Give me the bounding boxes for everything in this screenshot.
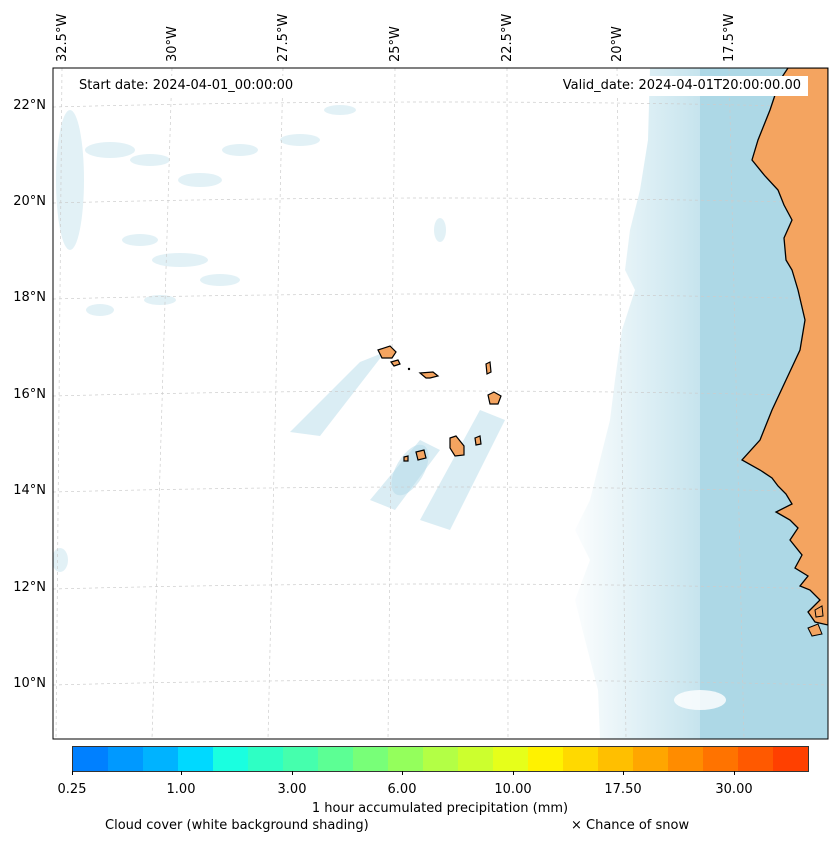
cloud-cover-note: Cloud cover (white background shading) [105, 818, 369, 833]
lon-label-32-5w: 32.5°W [55, 13, 70, 62]
colorbar-swatch-7 [318, 747, 353, 771]
colorbar-swatch-20 [773, 747, 808, 771]
colorbar-swatch-14 [563, 747, 598, 771]
colorbar-title: 1 hour accumulated precipitation (mm) [311, 801, 569, 816]
island-boa-vista [487, 391, 502, 405]
lon-label-25w: 25°W [388, 26, 403, 62]
colorbar-tick-0-25: 0.25 [57, 782, 87, 797]
island-brava [403, 455, 409, 462]
coastal-islet [814, 605, 824, 618]
lat-label-14n: 14°N [13, 483, 46, 498]
lon-label-30w: 30°W [165, 26, 180, 62]
colorbar-swatch-8 [353, 747, 388, 771]
lat-label-22n: 22°N [13, 98, 46, 113]
snow-chance-note: × Chance of snow [571, 818, 690, 833]
lat-label-12n: 12°N [13, 580, 46, 595]
colorbar-swatch-12 [493, 747, 528, 771]
colorbar-swatch-0 [73, 747, 108, 771]
africa-landmass [740, 68, 828, 626]
lon-label-20w: 20°W [610, 26, 625, 62]
colorbar-swatch-5 [248, 747, 283, 771]
lat-label-18n: 18°N [13, 290, 46, 305]
lon-label-27-5w: 27.5°W [276, 13, 291, 62]
colorbar-tick-1-00: 1.00 [166, 782, 196, 797]
colorbar-tick-30-00: 30.00 [715, 782, 753, 797]
colorbar-swatch-15 [598, 747, 633, 771]
colorbar-swatch-16 [633, 747, 668, 771]
lon-label-22-5w: 22.5°W [500, 13, 515, 62]
colorbar-swatch-6 [283, 747, 318, 771]
lat-label-20n: 20°N [13, 194, 46, 209]
cloud-patches-west [53, 105, 446, 572]
colorbar-swatch-13 [528, 747, 563, 771]
clear-sky-patch [674, 690, 726, 710]
island-sao-nicolau [418, 371, 440, 379]
bissagos-island [807, 623, 823, 637]
colorbar-tick-6-00: 6.00 [387, 782, 417, 797]
colorbar-swatch-1 [108, 747, 143, 771]
precipitation-colorbar [72, 746, 809, 772]
colorbar-swatch-11 [458, 747, 493, 771]
graticule [53, 68, 828, 739]
colorbar-swatch-9 [388, 747, 423, 771]
island-fogo [415, 449, 427, 461]
island-santo-antao [377, 345, 397, 359]
island-sao-vicente [389, 359, 401, 367]
islet-dot [407, 367, 411, 371]
colorbar-swatch-18 [703, 747, 738, 771]
colorbar-swatch-3 [178, 747, 213, 771]
colorbar-tick-10-00: 10.00 [494, 782, 532, 797]
lat-label-16n: 16°N [13, 387, 46, 402]
island-sal [485, 361, 492, 375]
valid-date-label: Valid_date: 2024-04-01T20:00:00.00 [555, 76, 808, 96]
cape-verde-islands [377, 345, 502, 462]
colorbar-swatch-4 [213, 747, 248, 771]
colorbar-swatch-17 [668, 747, 703, 771]
colorbar-swatch-2 [143, 747, 178, 771]
lon-label-17-5w: 17.5°W [722, 13, 737, 62]
start-date-label: Start date: 2024-04-01_00:00:00 [72, 76, 301, 96]
map-frame [52, 67, 829, 740]
colorbar-swatch-10 [423, 747, 458, 771]
colorbar-tick-3-00: 3.00 [277, 782, 307, 797]
colorbar-tick-17-50: 17.50 [604, 782, 642, 797]
lat-label-10n: 10°N [13, 676, 46, 691]
island-maio [474, 435, 482, 446]
colorbar-swatch-19 [738, 747, 773, 771]
island-santiago [449, 435, 465, 457]
